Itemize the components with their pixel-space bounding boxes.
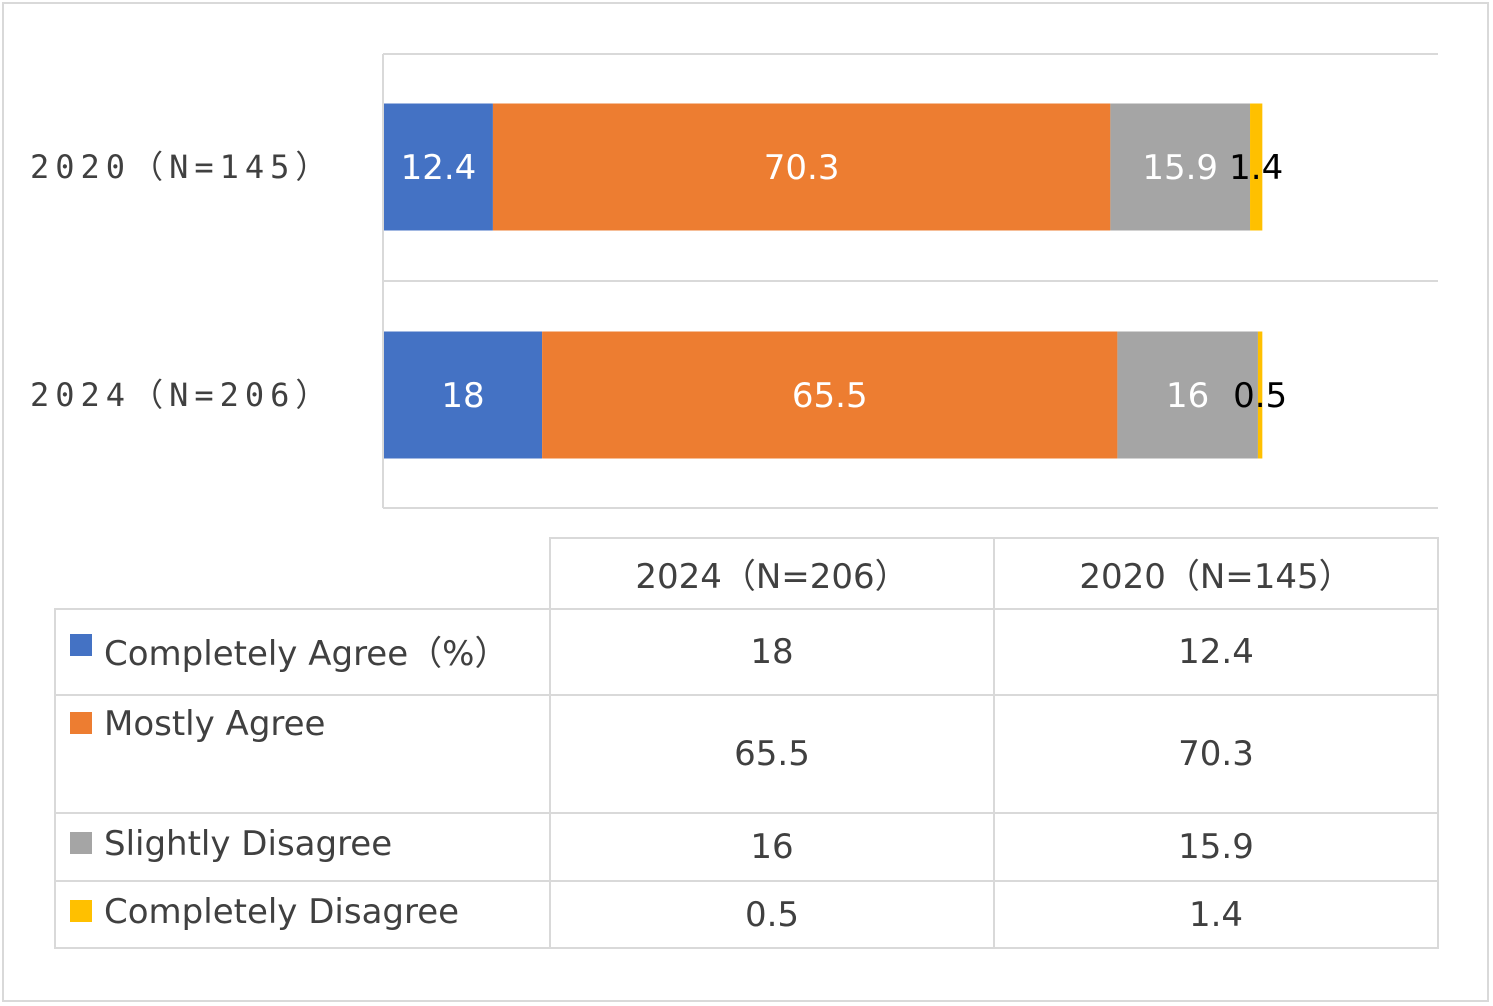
table-header-2020: 2020（N=145） xyxy=(993,537,1439,610)
stacked-bar-chart: 12.4 70.3 15.9 1.418 65.5 16 0.5 2020（N=145）20… xyxy=(30,53,1438,509)
table-cell: 1.4 xyxy=(993,880,1439,949)
legend-key-slightly-disagree xyxy=(70,832,92,854)
table-header-2024: 2024（N=206） xyxy=(549,537,995,610)
table-cell: 15.9 xyxy=(993,812,1439,882)
category-labels: 2020（N=145） 2024（N=206） xyxy=(30,148,333,414)
table-row: Completely Agree（%） 18 12.4 xyxy=(54,608,1439,696)
table-cell: 16 xyxy=(549,812,995,882)
bar-segment xyxy=(542,331,1118,459)
legend-cell: Mostly Agree xyxy=(54,694,551,814)
data-label: 65.5 xyxy=(792,376,868,416)
bar-segment xyxy=(384,331,543,459)
bar-segment xyxy=(384,103,493,231)
data-label: 16 xyxy=(1166,376,1209,416)
legend-key-completely-disagree xyxy=(70,900,92,922)
data-table: 2024（N=206） 2020（N=145） Completely Agree… xyxy=(54,537,1439,949)
table-row: Mostly Agree 65.5 70.3 xyxy=(54,694,1439,814)
table-cell: 65.5 xyxy=(549,694,995,814)
table-row: Slightly Disagree 16 15.9 xyxy=(54,812,1439,882)
category-label: 2020（N=145） xyxy=(30,148,333,186)
table-row: Completely Disagree 0.5 1.4 xyxy=(54,880,1439,949)
legend-label: Slightly Disagree xyxy=(104,824,393,864)
legend-cell: Slightly Disagree xyxy=(54,812,551,882)
legend-label: Mostly Agree xyxy=(104,704,326,744)
data-label: 0.5 xyxy=(1233,376,1287,416)
table-corner-cell xyxy=(55,538,551,610)
data-label: 18 xyxy=(441,376,484,416)
legend-label: Completely Agree（%） xyxy=(104,634,509,674)
category-label: 2024（N=206） xyxy=(30,376,333,414)
table-header-row: 2024（N=206） 2020（N=145） xyxy=(55,537,1439,610)
table-cell: 12.4 xyxy=(993,608,1439,696)
bar-segment xyxy=(1117,331,1258,459)
bar-segment xyxy=(1250,103,1263,231)
data-label: 15.9 xyxy=(1142,148,1218,188)
data-label: 12.4 xyxy=(401,148,477,188)
legend-cell: Completely Disagree xyxy=(54,880,551,949)
legend-key-mostly-agree xyxy=(70,712,92,734)
legend-key-completely-agree xyxy=(70,634,92,656)
table-cell: 18 xyxy=(549,608,995,696)
bar-segment xyxy=(1257,331,1263,459)
data-label: 1.4 xyxy=(1229,148,1283,188)
table-cell: 70.3 xyxy=(993,694,1439,814)
legend-cell: Completely Agree（%） xyxy=(54,608,551,696)
legend-label: Completely Disagree xyxy=(104,892,460,932)
bar-segment xyxy=(1110,103,1251,231)
plot-area xyxy=(382,53,1438,509)
bar-segment xyxy=(492,103,1111,231)
table-cell: 0.5 xyxy=(549,880,995,949)
bars-group: 12.4 70.3 15.9 1.4 18 65.5 16 0.5 xyxy=(384,103,1287,459)
data-label: 70.3 xyxy=(764,148,840,188)
